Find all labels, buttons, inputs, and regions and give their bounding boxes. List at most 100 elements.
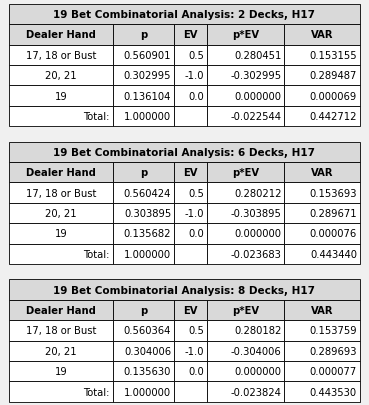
Bar [113, 45, 174, 66]
Bar [9, 5, 360, 25]
Bar [9, 244, 113, 264]
Text: -0.303895: -0.303895 [231, 209, 282, 218]
Bar [284, 361, 360, 382]
Text: Dealer Hand: Dealer Hand [26, 30, 96, 40]
Bar [207, 86, 284, 107]
Text: VAR: VAR [311, 30, 333, 40]
Text: 0.000069: 0.000069 [310, 92, 357, 101]
Bar [284, 86, 360, 107]
Text: 0.560424: 0.560424 [124, 188, 171, 198]
Text: 0.153759: 0.153759 [309, 326, 357, 336]
Text: 0.442712: 0.442712 [310, 112, 357, 122]
Text: 0.560901: 0.560901 [124, 51, 171, 61]
Bar [284, 45, 360, 66]
Text: 0.302995: 0.302995 [124, 71, 171, 81]
Bar [9, 280, 360, 300]
Bar [174, 244, 207, 264]
Text: 17, 18 or Bust: 17, 18 or Bust [26, 326, 96, 336]
Bar [9, 86, 113, 107]
Bar [207, 25, 284, 45]
Bar [9, 66, 113, 86]
Text: -0.023824: -0.023824 [231, 387, 282, 396]
Text: 0.289487: 0.289487 [310, 71, 357, 81]
Bar [113, 86, 174, 107]
Bar [207, 341, 284, 361]
Bar [174, 382, 207, 402]
Bar [9, 320, 113, 341]
Text: -0.304006: -0.304006 [231, 346, 282, 356]
Text: 0.153693: 0.153693 [310, 188, 357, 198]
Bar [284, 163, 360, 183]
Text: Dealer Hand: Dealer Hand [26, 305, 96, 315]
Text: Total:: Total: [83, 249, 110, 259]
Text: 0.443440: 0.443440 [310, 249, 357, 259]
Text: 0.5: 0.5 [189, 326, 204, 336]
Text: Total:: Total: [83, 112, 110, 122]
Text: 0.0: 0.0 [189, 229, 204, 239]
Text: VAR: VAR [311, 168, 333, 178]
Bar [207, 66, 284, 86]
Text: 0.5: 0.5 [189, 51, 204, 61]
Text: 17, 18 or Bust: 17, 18 or Bust [26, 188, 96, 198]
Text: 19 Bet Combinatorial Analysis: 2 Decks, H17: 19 Bet Combinatorial Analysis: 2 Decks, … [54, 10, 315, 20]
Bar [207, 163, 284, 183]
Text: VAR: VAR [311, 305, 333, 315]
Text: 0.000077: 0.000077 [310, 366, 357, 376]
Text: 0.303895: 0.303895 [124, 209, 171, 218]
Text: p: p [140, 30, 147, 40]
Bar [9, 25, 113, 45]
Text: -1.0: -1.0 [185, 71, 204, 81]
Text: 1.000000: 1.000000 [124, 112, 171, 122]
Bar [174, 300, 207, 320]
Bar [284, 300, 360, 320]
Bar [113, 320, 174, 341]
Bar [174, 25, 207, 45]
Bar [9, 341, 113, 361]
Bar [284, 107, 360, 127]
Bar [9, 163, 113, 183]
Bar [284, 66, 360, 86]
Bar [113, 183, 174, 203]
Text: -0.022544: -0.022544 [231, 112, 282, 122]
Bar [113, 300, 174, 320]
Text: 0.135630: 0.135630 [124, 366, 171, 376]
Text: -0.302995: -0.302995 [231, 71, 282, 81]
Bar [174, 341, 207, 361]
Text: 1.000000: 1.000000 [124, 387, 171, 396]
Bar [207, 107, 284, 127]
Bar [113, 382, 174, 402]
Bar [207, 361, 284, 382]
Text: p: p [140, 168, 147, 178]
Text: Total:: Total: [83, 387, 110, 396]
Text: p*EV: p*EV [232, 305, 259, 315]
Bar [174, 320, 207, 341]
Text: EV: EV [183, 305, 198, 315]
Text: Dealer Hand: Dealer Hand [26, 168, 96, 178]
Bar [174, 361, 207, 382]
Bar [284, 320, 360, 341]
Bar [207, 244, 284, 264]
Text: 0.000000: 0.000000 [235, 92, 282, 101]
Text: 0.443530: 0.443530 [310, 387, 357, 396]
Text: 19 Bet Combinatorial Analysis: 6 Decks, H17: 19 Bet Combinatorial Analysis: 6 Decks, … [54, 147, 315, 158]
Text: p: p [140, 305, 147, 315]
Text: 1.000000: 1.000000 [124, 249, 171, 259]
Bar [113, 203, 174, 224]
Text: 0.280182: 0.280182 [234, 326, 282, 336]
Text: p*EV: p*EV [232, 30, 259, 40]
Bar [9, 382, 113, 402]
Bar [174, 45, 207, 66]
Bar [207, 224, 284, 244]
Text: EV: EV [183, 168, 198, 178]
Text: 0.135682: 0.135682 [124, 229, 171, 239]
Bar [174, 183, 207, 203]
Text: 20, 21: 20, 21 [45, 71, 77, 81]
Bar [284, 382, 360, 402]
Text: -0.023683: -0.023683 [231, 249, 282, 259]
Bar [207, 45, 284, 66]
Bar [9, 183, 113, 203]
Bar [113, 244, 174, 264]
Text: 0.280451: 0.280451 [234, 51, 282, 61]
Bar [9, 142, 360, 163]
Bar [207, 183, 284, 203]
